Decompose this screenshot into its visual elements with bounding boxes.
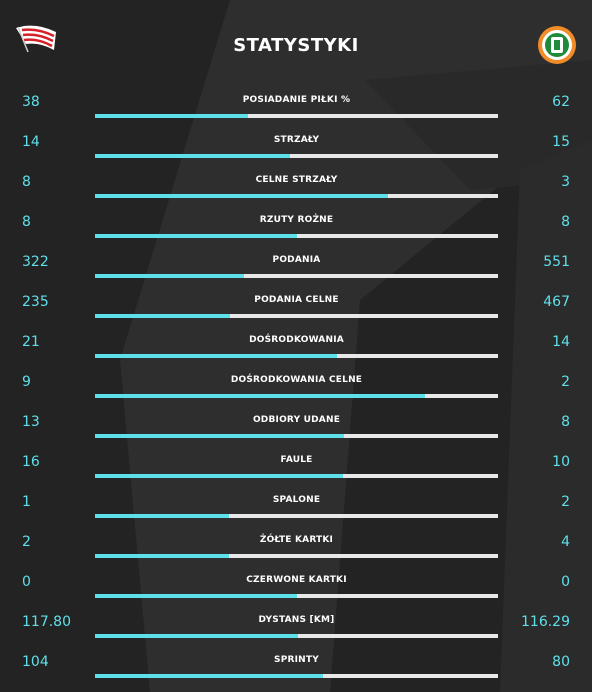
away-value: 8	[561, 414, 570, 430]
stat-bar-fill	[95, 594, 297, 598]
home-value: 2	[22, 534, 31, 550]
stat-bar-fill	[95, 474, 343, 478]
stat-bar-fill	[95, 194, 388, 198]
stat-bar-fill	[95, 634, 298, 638]
home-value: 13	[22, 414, 40, 430]
stat-label: FAULE	[280, 455, 313, 465]
stat-bar-fill	[95, 274, 244, 278]
stat-label: ŻÓŁTE KARTKI	[259, 535, 334, 545]
stat-row: 8 RZUTY ROŻNE 8	[0, 214, 592, 255]
stat-row: 1 SPALONE 2	[0, 494, 592, 535]
stat-label: DYSTANS [KM]	[258, 615, 335, 625]
home-value: 0	[22, 574, 31, 590]
home-value: 16	[22, 454, 40, 470]
stat-label: PODANIA CELNE	[254, 295, 339, 305]
stat-bar	[95, 554, 498, 558]
stat-row: 13 ODBIORY UDANE 8	[0, 414, 592, 455]
away-value: 2	[561, 374, 570, 390]
stat-row: 117.80 DYSTANS [KM] 116.29	[0, 614, 592, 655]
stat-row: 0 CZERWONE KARTKI 0	[0, 574, 592, 615]
stat-row: 8 CELNE STRZAŁY 3	[0, 174, 592, 215]
home-value: 9	[22, 374, 31, 390]
stat-bar-fill	[95, 554, 230, 558]
away-value: 2	[561, 494, 570, 510]
stat-label: STRZAŁY	[273, 135, 320, 145]
stat-bar-fill	[95, 434, 345, 438]
stat-row: 235 PODANIA CELNE 467	[0, 294, 592, 335]
stat-bar	[95, 354, 498, 358]
stat-label: DOŚRODKOWANIA	[249, 335, 344, 345]
page-title: STATYSTYKI	[233, 35, 359, 56]
away-value: 116.29	[521, 614, 570, 630]
away-value: 3	[561, 174, 570, 190]
away-value: 467	[543, 294, 570, 310]
stat-bar	[95, 194, 498, 198]
stat-row: 322 PODANIA 551	[0, 254, 592, 295]
away-value: 4	[561, 534, 570, 550]
stat-bar-fill	[95, 234, 297, 238]
cracovia-flag-logo	[16, 25, 56, 53]
home-value: 21	[22, 334, 40, 350]
stat-bar	[95, 594, 498, 598]
stat-bar	[95, 274, 498, 278]
stat-row: 104 SPRINTY 80	[0, 654, 592, 692]
stat-bar-fill	[95, 674, 323, 678]
stat-bar	[95, 634, 498, 638]
home-value: 14	[22, 134, 40, 150]
stat-row: 21 DOŚRODKOWANIA 14	[0, 334, 592, 375]
zaglebie-lubin-crest-logo	[538, 26, 576, 64]
stat-label: PODANIA	[272, 255, 321, 265]
stat-row: 16 FAULE 10	[0, 454, 592, 495]
stat-bar-fill	[95, 394, 425, 398]
stat-row: 14 STRZAŁY 15	[0, 134, 592, 175]
home-value: 104	[22, 654, 49, 670]
home-value: 8	[22, 214, 31, 230]
home-value: 38	[22, 94, 40, 110]
stat-row: 2 ŻÓŁTE KARTKI 4	[0, 534, 592, 575]
stat-bar	[95, 514, 498, 518]
stat-bar	[95, 394, 498, 398]
stat-label: RZUTY ROŻNE	[259, 215, 334, 225]
stat-label: ODBIORY UDANE	[252, 415, 341, 425]
away-value: 551	[543, 254, 570, 270]
away-value: 10	[552, 454, 570, 470]
stat-bar-fill	[95, 514, 230, 518]
stat-label: SPALONE	[272, 495, 321, 505]
away-value: 80	[552, 654, 570, 670]
away-value: 0	[561, 574, 570, 590]
away-value: 14	[552, 334, 570, 350]
stat-label: SPRINTY	[274, 655, 319, 665]
away-value: 62	[552, 94, 570, 110]
stat-bar	[95, 154, 498, 158]
home-value: 8	[22, 174, 31, 190]
stat-bar	[95, 234, 498, 238]
home-value: 117.80	[22, 614, 71, 630]
stat-bar-fill	[95, 114, 249, 118]
stat-bar-fill	[95, 154, 290, 158]
away-value: 15	[552, 134, 570, 150]
stat-bar	[95, 674, 498, 678]
away-value: 8	[561, 214, 570, 230]
home-value: 235	[22, 294, 49, 310]
stat-row: 9 DOŚRODKOWANIA CELNE 2	[0, 374, 592, 415]
stat-bar	[95, 114, 498, 118]
stat-bar-fill	[95, 354, 337, 358]
stat-bar	[95, 434, 498, 438]
home-value: 1	[22, 494, 31, 510]
stat-row: 38 POSIADANIE PIŁKI % 62	[0, 94, 592, 135]
stat-bar	[95, 474, 498, 478]
home-value: 322	[22, 254, 49, 270]
stat-label: POSIADANIE PIŁKI %	[242, 95, 351, 105]
stat-bar-fill	[95, 314, 230, 318]
stat-label: CELNE STRZAŁY	[255, 175, 338, 185]
stat-label: CZERWONE KARTKI	[246, 575, 347, 585]
header: STATYSTYKI	[0, 0, 592, 90]
stat-bar	[95, 314, 498, 318]
stat-label: DOŚRODKOWANIA CELNE	[230, 375, 363, 385]
